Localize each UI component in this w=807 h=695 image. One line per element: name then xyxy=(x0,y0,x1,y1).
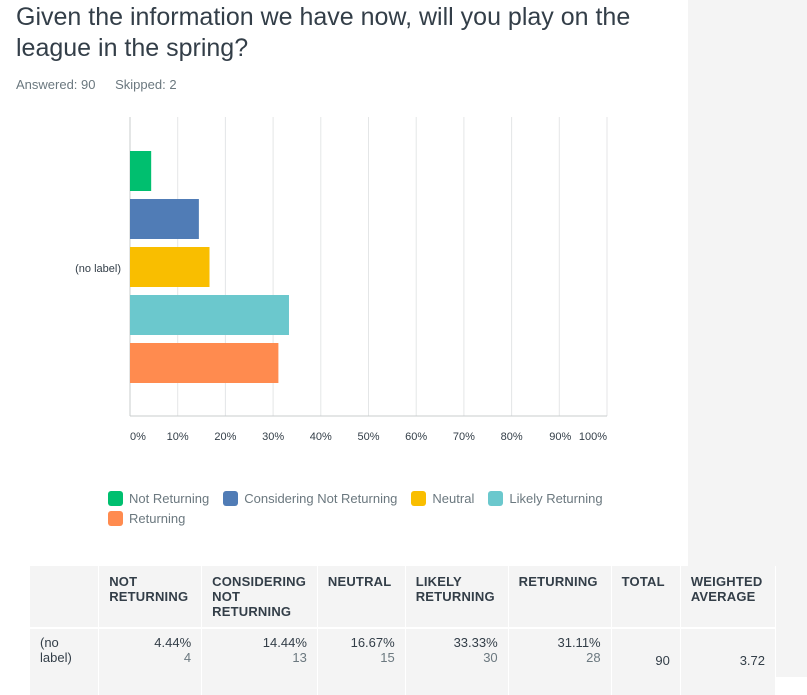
bar-neutral[interactable] xyxy=(130,247,210,287)
legend-label: Likely Returning xyxy=(509,490,603,506)
response-stats: Answered: 90 Skipped: 2 xyxy=(16,77,193,92)
legend-label: Not Returning xyxy=(129,490,210,506)
skipped-count: Skipped: 2 xyxy=(115,77,177,92)
x-tick-label: 80% xyxy=(501,431,523,443)
x-tick-label: 20% xyxy=(214,431,236,443)
x-tick-label: 60% xyxy=(405,431,427,443)
legend-swatch xyxy=(108,510,123,526)
legend-swatch xyxy=(488,490,504,506)
question-title: Given the information we have now, will … xyxy=(16,3,631,62)
x-tick-label: 90% xyxy=(549,431,571,443)
x-axis-ticks: 0% 10% 20% 30% 40% 50% 60% 70% 80% 90% 100% xyxy=(130,431,607,443)
cell-count: 15 xyxy=(380,650,395,665)
legend-item[interactable]: Considering Not Returning xyxy=(223,490,397,506)
cell-considering-not-returning: 14.44% 13 xyxy=(202,627,318,695)
bar-chart: 0% 10% 20% 30% 40% 50% 60% 70% 80% 90% 100% (no la… xyxy=(75,117,608,443)
legend-item[interactable]: Neutral xyxy=(411,490,474,506)
header-cell: CONSIDERING NOT RETURNING xyxy=(202,566,318,627)
cell-returning: 31.11% 28 xyxy=(508,627,612,695)
x-tick-label: 30% xyxy=(262,431,284,443)
legend-item[interactable]: Likely Returning xyxy=(488,490,603,506)
bar-likely-returning[interactable] xyxy=(130,295,289,335)
right-side-panel xyxy=(688,0,807,677)
header-cell xyxy=(30,566,100,627)
header-cell: RETURNING xyxy=(508,566,612,627)
bar-not-returning[interactable] xyxy=(130,151,152,191)
x-tick-label: 100% xyxy=(579,431,607,443)
x-tick-label: 0% xyxy=(130,431,146,443)
bar-returning[interactable] xyxy=(130,343,279,383)
cell-weighted-average: 3.72 xyxy=(680,627,776,695)
legend-swatch xyxy=(108,490,123,506)
header-cell: LIKELY RETURNING xyxy=(405,566,509,627)
row-label: (no label) xyxy=(30,627,100,695)
x-tick-label: 10% xyxy=(167,431,189,443)
cell-likely-returning: 33.33% 30 xyxy=(405,627,509,695)
legend-swatch xyxy=(223,490,239,506)
legend-item[interactable]: Not Returning xyxy=(108,490,209,506)
results-table: NOT RETURNING CONSIDERING NOT RETURNING … xyxy=(30,566,776,695)
legend-label: Considering Not Returning xyxy=(244,490,398,506)
answered-count: Answered: 90 xyxy=(16,77,96,92)
legend-swatch xyxy=(411,490,427,506)
header-cell: NEUTRAL xyxy=(317,566,406,627)
cell-neutral: 16.67% 15 xyxy=(317,627,406,695)
header-cell: WEIGHTED AVERAGE xyxy=(680,566,776,627)
chart-legend: Not Returning Considering Not Returning Ne… xyxy=(108,490,668,530)
cell-percent: 33.33% xyxy=(453,635,498,650)
cell-total: 90 xyxy=(611,627,681,695)
cell-count: 13 xyxy=(292,650,307,665)
table-header-row: NOT RETURNING CONSIDERING NOT RETURNING … xyxy=(30,566,776,627)
bar-considering-not-returning[interactable] xyxy=(130,199,199,239)
header-cell: TOTAL xyxy=(611,566,681,627)
legend-item[interactable]: Returning xyxy=(108,510,185,526)
cell-percent: 14.44% xyxy=(262,635,307,650)
cell-count: 28 xyxy=(586,650,601,665)
legend-label: Returning xyxy=(129,510,186,526)
table-row: (no label) 4.44% 4 14.44% 13 16.67% 15 3… xyxy=(30,627,776,695)
cell-percent: 4.44% xyxy=(154,635,192,650)
cell-count: 30 xyxy=(483,650,498,665)
category-label: (no label) xyxy=(75,263,121,275)
cell-count: 4 xyxy=(183,650,192,665)
x-tick-label: 40% xyxy=(310,431,332,443)
x-tick-label: 70% xyxy=(453,431,475,443)
legend-label: Neutral xyxy=(432,490,475,506)
chart-bars xyxy=(130,151,289,383)
cell-not-returning: 4.44% 4 xyxy=(99,627,203,695)
cell-percent: 16.67% xyxy=(350,635,395,650)
x-tick-label: 50% xyxy=(357,431,379,443)
header-cell: NOT RETURNING xyxy=(99,566,203,627)
cell-percent: 31.11% xyxy=(557,635,601,650)
